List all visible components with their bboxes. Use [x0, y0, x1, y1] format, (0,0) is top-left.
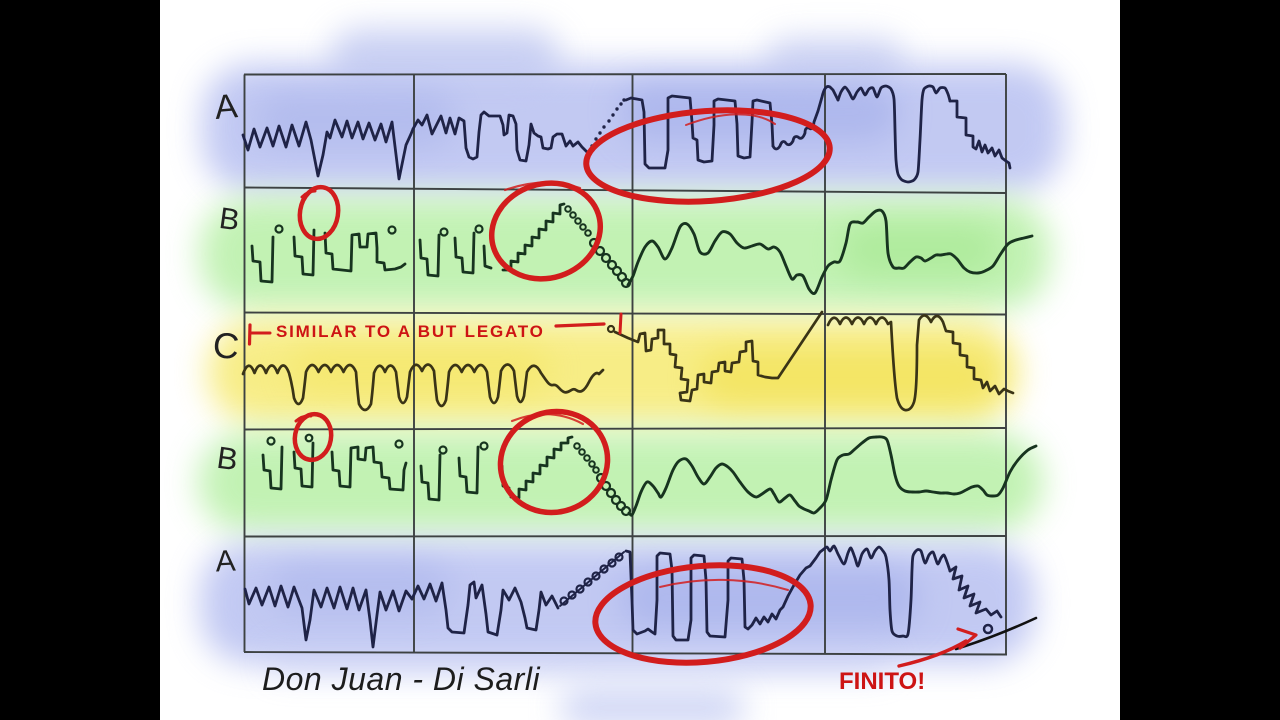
svg-text:B: B — [217, 202, 241, 237]
svg-text:A: A — [215, 545, 237, 579]
svg-text:A: A — [213, 87, 239, 127]
svg-text:FINITO!: FINITO! — [839, 668, 925, 695]
svg-text:SIMILAR TO A BUT LEGATO: SIMILAR TO A BUT LEGATO — [276, 322, 545, 341]
svg-text:B: B — [215, 440, 240, 478]
svg-text:C: C — [211, 324, 240, 367]
svg-text:Don Juan - Di Sarli: Don Juan - Di Sarli — [262, 661, 540, 697]
